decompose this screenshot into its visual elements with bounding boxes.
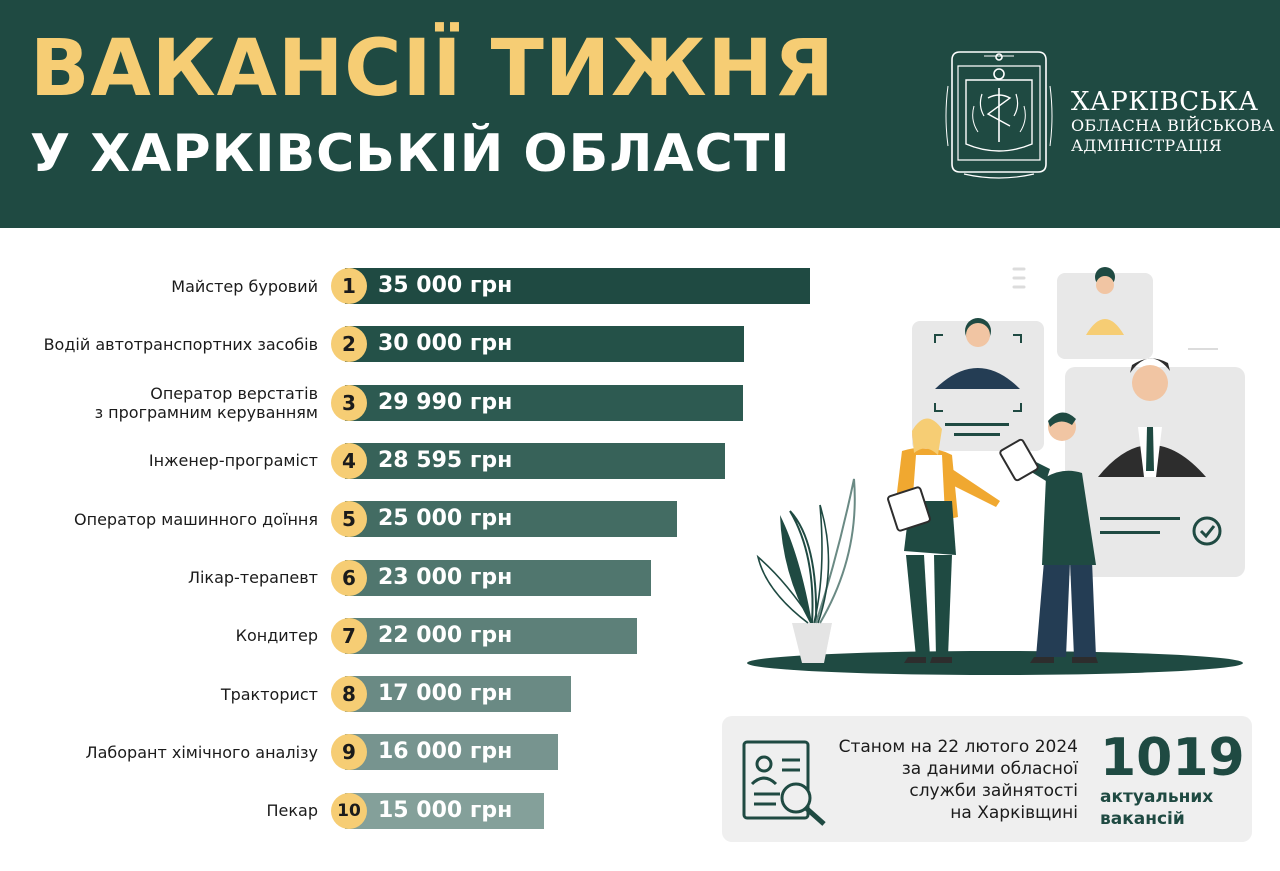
salary-bar [345,792,544,829]
salary-bar [345,268,810,304]
salary-value-label: 28 595 грн [378,447,513,473]
rank-badge: 9 [331,734,367,771]
person-portrait-icon [1057,267,1153,359]
hiring-illustration [747,267,1245,675]
category-label: Майстер буровий [171,276,318,296]
salary-value-label: 29 990 грн [378,389,513,415]
salary-value-label: 30 000 грн [378,331,513,357]
rank-badge: 1 [331,268,367,304]
org-name-line-3: АДМІНІСТРАЦІЯ [1071,136,1222,155]
title-line-1: ВАКАНСІЇ ТИЖНЯ [30,24,835,114]
salary-value-label: 15 000 грн [378,797,513,823]
info-text: Станом на 22 лютого 2024 за даними облас… [822,736,1078,824]
org-name-line-1: ХАРКІВСЬКА [1071,87,1259,117]
salary-value-label: 35 000 грн [378,273,513,298]
rank-badge: 10 [331,792,367,829]
salary-value-label: 25 000 грн [378,506,513,532]
info-text-line-4: на Харківщині [950,803,1078,823]
info-text-line-3: служби зайнятості [909,781,1078,801]
salary-value-label: 22 000 грн [378,622,513,648]
plant-icon [756,478,856,663]
rank-badge: 3 [331,384,367,421]
vacancy-label-line-1: актуальних [1100,787,1214,807]
salary-value-label: 23 000 грн [378,564,513,590]
category-label: Лаборант хімічного аналізу [85,742,318,762]
vacancy-count: 1019 [1100,728,1245,788]
category-label: Кондитер [235,626,318,646]
coat-of-arms-icon [945,51,1053,179]
title-line-2: У ХАРКІВСЬКІЙ ОБЛАСТІ [30,124,791,184]
rank-badge: 8 [331,676,367,713]
header-banner: ВАКАНСІЇ ТИЖНЯ У ХАРКІВСЬКІЙ ОБЛАСТІ ХАР… [0,0,1280,228]
category-label: Тракторист [220,684,318,704]
salary-bar [345,676,571,713]
org-name-line-2: ОБЛАСНА ВІЙСЬКОВА [1071,116,1275,135]
info-text-line-2: за даними обласної [901,759,1078,779]
salary-bar [345,617,637,654]
salary-bar [345,442,725,479]
category-label: Лікар-терапевт [187,568,318,587]
salary-bar [345,326,744,363]
rank-badge: 7 [331,617,367,654]
salary-value-label: 16 000 грн [378,739,513,765]
category-label: Оператор верстатів з програмним керування… [94,383,318,422]
vacancy-label-line-2: вакансій [1100,809,1185,829]
salary-bar [345,384,743,421]
salary-bar [345,559,651,596]
rank-badge: 6 [331,559,367,596]
salary-bar-chart: Майстер буровий 1 35 000 грн Водій автотран… [0,228,810,871]
rank-badge: 2 [331,326,367,363]
rank-badge: 4 [331,442,367,479]
category-label: Пекар [266,801,319,821]
rank-badge: 5 [331,501,367,538]
salary-bar [345,734,558,771]
salary-value-label: 17 000 грн [378,681,513,707]
info-text-line-1: Станом на 22 лютого 2024 [838,737,1078,757]
vacancy-count-label: актуальних вакансій [1100,786,1213,830]
category-label: Інженер-програміст [148,451,318,471]
category-label: Оператор машинного доїння [74,509,318,529]
category-label: Водій автотранспортних засобів [43,334,318,354]
info-box: Станом на 22 лютого 2024 за даними облас… [722,716,1252,842]
checkmark-circle-icon [1192,516,1222,546]
salary-bar [345,501,677,538]
document-search-icon [742,740,826,826]
organization-name: ХАРКІВСЬКА ОБЛАСНА ВІЙСЬКОВА АДМІНІСТРАЦ… [1071,88,1274,156]
